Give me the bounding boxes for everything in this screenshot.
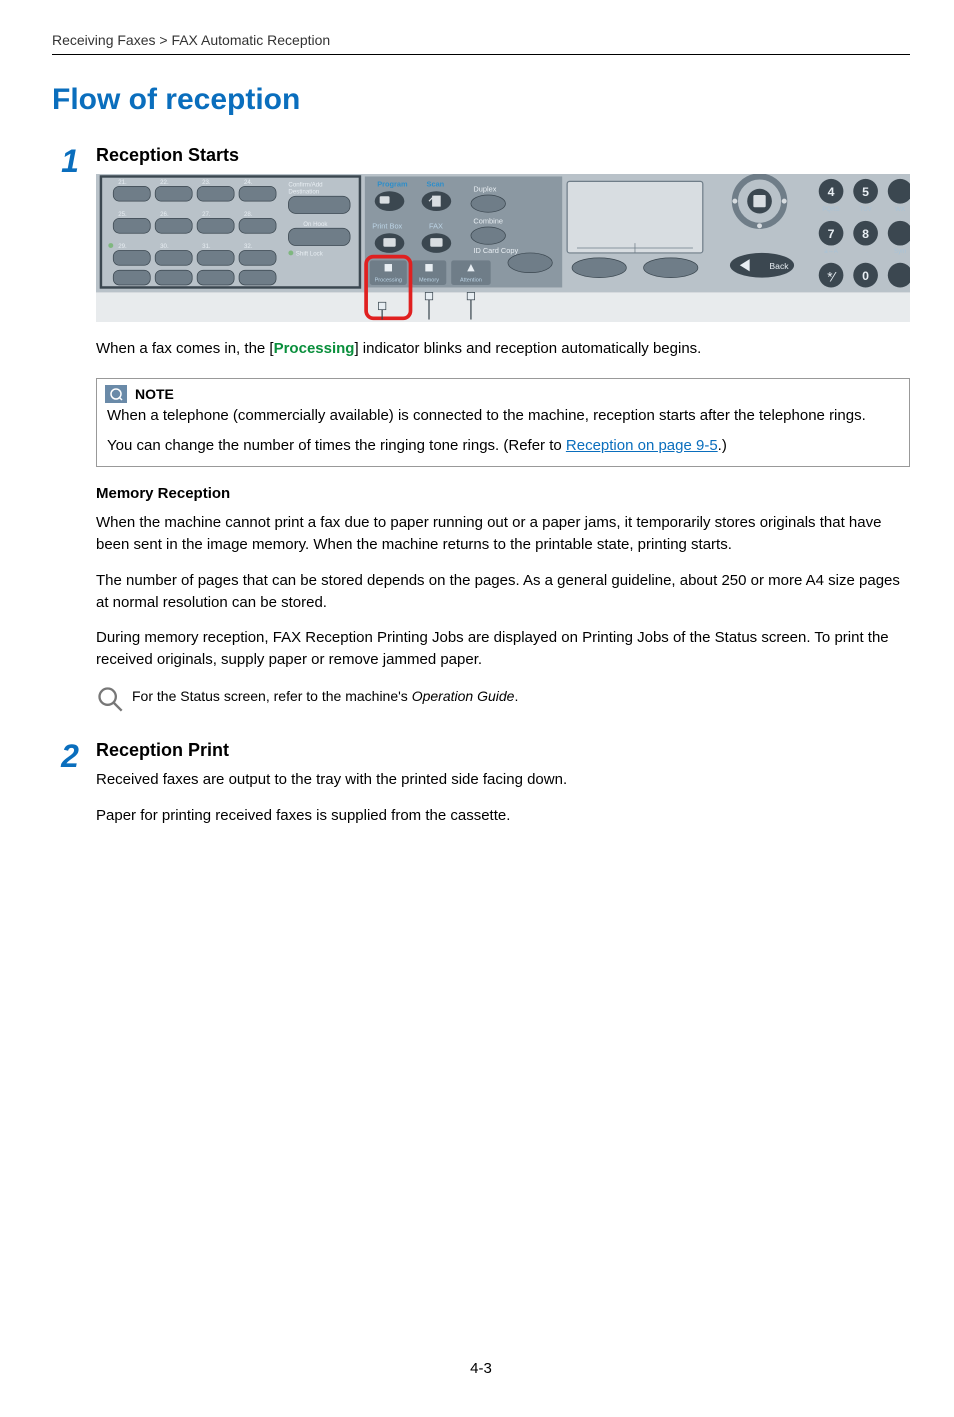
- text: .: [514, 688, 518, 704]
- svg-text:32.: 32.: [244, 243, 253, 250]
- svg-text:TUV: TUV: [859, 206, 872, 213]
- svg-text:Sym: Sym: [894, 248, 906, 255]
- text: .): [718, 437, 727, 454]
- text: ] indicator blinks and reception automat…: [354, 340, 701, 357]
- svg-text:24.: 24.: [244, 179, 253, 186]
- processing-word: Processing: [274, 340, 355, 357]
- svg-text:Memory: Memory: [419, 277, 439, 283]
- page-number: 4-3: [52, 1360, 910, 1377]
- memory-p3: During memory reception, FAX Reception P…: [96, 627, 910, 671]
- svg-text:Combine: Combine: [473, 216, 503, 225]
- step-2: 2 Reception Print Received faxes are out…: [52, 740, 910, 841]
- svg-text:a⇔A: a⇔A: [824, 248, 839, 255]
- note-header: NOTE: [97, 379, 909, 403]
- reference-text: For the Status screen, refer to the mach…: [132, 685, 518, 707]
- step-body: Reception Starts 21. 22. 23. 24.: [96, 145, 910, 732]
- svg-text:PQRS: PQRS: [822, 206, 839, 213]
- step-1: 1 Reception Starts 21. 22. 23. 24.: [52, 145, 910, 732]
- note-box: NOTE When a telephone (commercially avai…: [96, 378, 910, 468]
- memory-p2: The number of pages that can be stored d…: [96, 570, 910, 614]
- svg-text:23.: 23.: [202, 179, 211, 186]
- svg-text:Scan: Scan: [427, 179, 445, 188]
- step2-p2: Paper for printing received faxes is sup…: [96, 805, 910, 827]
- svg-text:21.: 21.: [118, 179, 127, 186]
- note-p1: When a telephone (commercially available…: [107, 405, 899, 427]
- intro-paragraph: When a fax comes in, the [Processing] in…: [96, 338, 910, 360]
- svg-text:25.: 25.: [118, 211, 127, 218]
- svg-text:22.: 22.: [160, 179, 169, 186]
- page-title: Flow of reception: [52, 83, 910, 117]
- svg-text:Processing: Processing: [375, 277, 402, 283]
- page-root: Receiving Faxes > FAX Automatic Receptio…: [0, 0, 954, 1417]
- svg-text:31.: 31.: [202, 243, 211, 250]
- operation-guide: Operation Guide: [412, 688, 515, 704]
- svg-text:FAX: FAX: [429, 221, 443, 230]
- svg-text:0: 0: [862, 269, 869, 283]
- svg-text:' .: ' .: [863, 248, 868, 255]
- svg-text:27.: 27.: [202, 211, 211, 218]
- svg-text:Print Box: Print Box: [372, 221, 402, 230]
- memory-p1: When the machine cannot print a fax due …: [96, 512, 910, 556]
- svg-text:28.: 28.: [244, 211, 253, 218]
- svg-text:Program: Program: [377, 179, 408, 188]
- svg-text:Back: Back: [769, 261, 789, 271]
- svg-text:ID Card Copy: ID Card Copy: [473, 246, 518, 255]
- svg-text:26.: 26.: [160, 211, 169, 218]
- svg-text:Shift Lock: Shift Lock: [296, 250, 324, 257]
- memory-reception-heading: Memory Reception: [96, 485, 910, 502]
- note-label: NOTE: [135, 386, 174, 402]
- note-body: When a telephone (commercially available…: [97, 403, 909, 467]
- text: When a fax comes in, the [: [96, 340, 274, 357]
- svg-text:5: 5: [862, 185, 869, 199]
- text: You can change the number of times the r…: [107, 437, 566, 454]
- control-panel-svg: 21. 22. 23. 24. 25. 26.: [96, 174, 910, 322]
- svg-text:Confirm/Add: Confirm/Add: [288, 181, 323, 188]
- svg-text:4: 4: [828, 185, 835, 199]
- step2-p1: Received faxes are output to the tray wi…: [96, 769, 910, 791]
- svg-text:29.: 29.: [118, 243, 127, 250]
- svg-text:Destination: Destination: [288, 189, 319, 196]
- note-p2: You can change the number of times the r…: [107, 435, 899, 457]
- step-number: 1: [52, 145, 88, 177]
- divider: [52, 54, 910, 55]
- svg-text:WX: WX: [895, 206, 905, 213]
- svg-text:8: 8: [862, 227, 869, 241]
- svg-text:Attention: Attention: [460, 277, 482, 283]
- svg-text:Duplex: Duplex: [473, 184, 496, 193]
- svg-text:30.: 30.: [160, 243, 169, 250]
- svg-text:7: 7: [828, 227, 835, 241]
- magnifier-icon: [96, 685, 124, 718]
- step-body: Reception Print Received faxes are outpu…: [96, 740, 910, 841]
- step-title: Reception Print: [96, 740, 910, 761]
- note-icon: [105, 385, 127, 403]
- svg-text:On Hook: On Hook: [303, 221, 328, 228]
- control-panel-figure: 21. 22. 23. 24. 25. 26.: [96, 174, 910, 322]
- step-number: 2: [52, 740, 88, 772]
- reception-link[interactable]: Reception on page 9-5: [566, 437, 718, 454]
- breadcrumb: Receiving Faxes > FAX Automatic Receptio…: [52, 32, 910, 48]
- reference-row: For the Status screen, refer to the mach…: [96, 685, 910, 718]
- step-title: Reception Starts: [96, 145, 910, 166]
- text: For the Status screen, refer to the mach…: [132, 688, 412, 704]
